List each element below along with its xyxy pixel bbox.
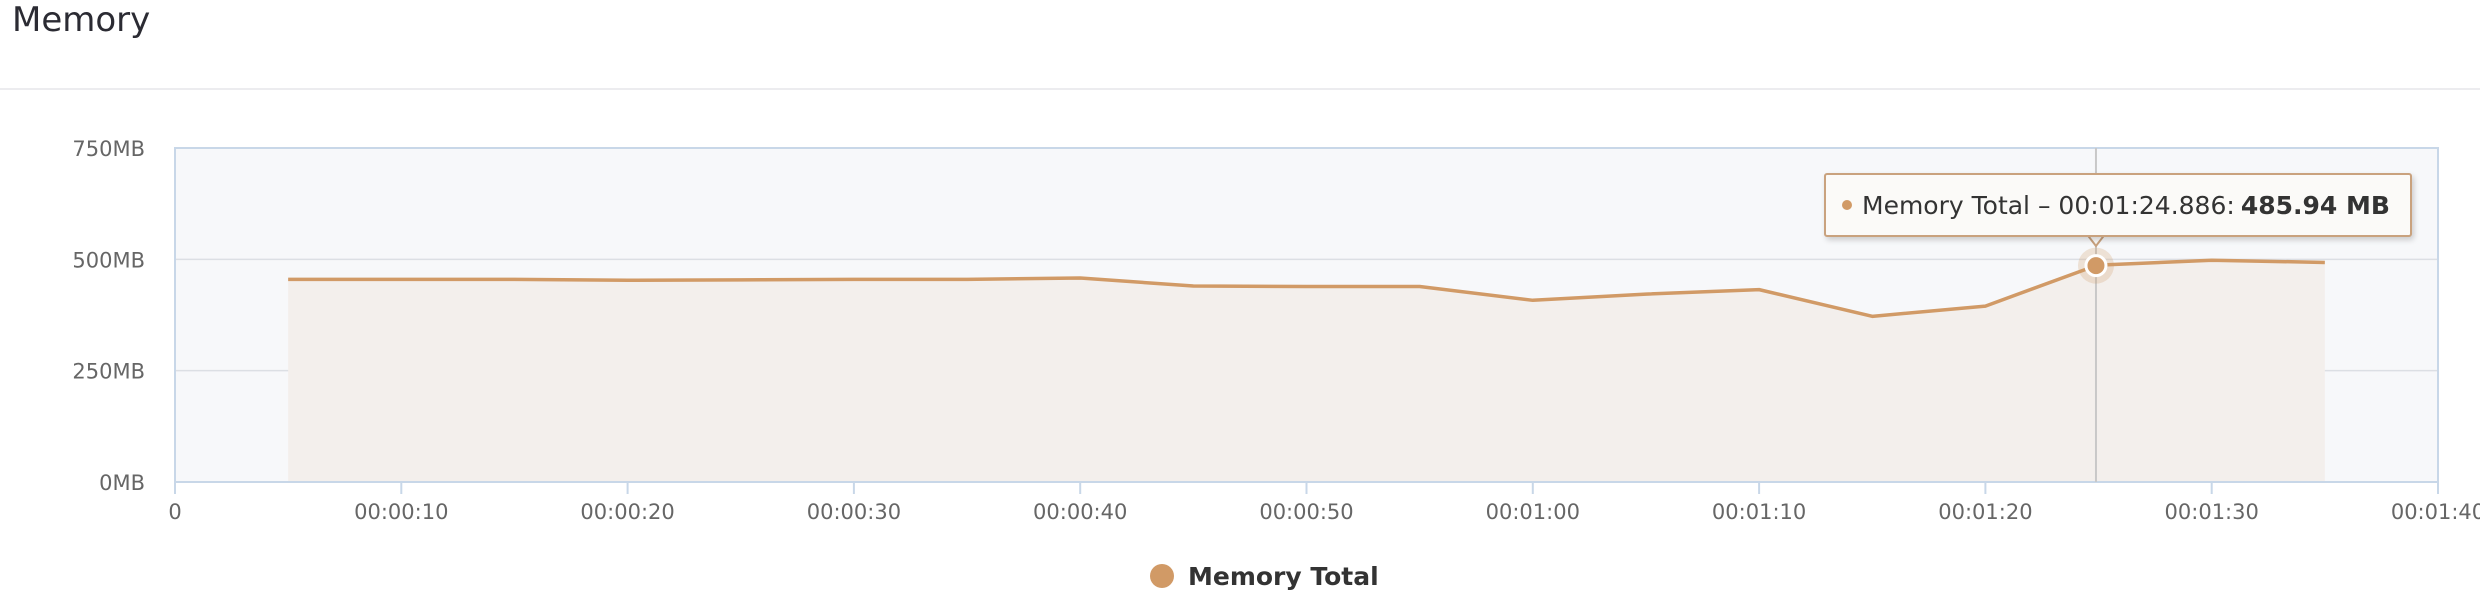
- tooltip-series-dot: [1842, 200, 1852, 210]
- series-line-memory-total: [288, 258, 2325, 319]
- x-tick-label: 00:00:10: [354, 500, 448, 524]
- legend-swatch-memory-total[interactable]: [1150, 564, 1174, 588]
- y-tick-label: 0MB: [99, 471, 145, 495]
- x-tick-label: 00:01:40: [2391, 500, 2480, 524]
- chart-tooltip: Memory Total – 00:01:24.886 : 485.94 MB: [1824, 173, 2412, 237]
- tooltip-value: 485.94 MB: [2240, 190, 2390, 220]
- x-tick-label: 0: [168, 500, 181, 524]
- x-tick-label: 00:00:20: [580, 500, 674, 524]
- tooltip-separator: –: [2030, 190, 2059, 220]
- x-tick-label: 00:00:40: [1033, 500, 1127, 524]
- y-tick-label: 750MB: [72, 137, 145, 161]
- x-tick-label: 00:01:00: [1486, 500, 1580, 524]
- y-tick-label: 500MB: [72, 248, 145, 272]
- highlight-point: [2084, 254, 2108, 278]
- panel-title: Memory: [12, 0, 151, 40]
- tooltip-time: 00:01:24.886: [2058, 190, 2227, 220]
- x-tick-label: 00:00:30: [807, 500, 901, 524]
- legend-label-memory-total[interactable]: Memory Total: [1188, 561, 1379, 591]
- x-tick-label: 00:00:50: [1259, 500, 1353, 524]
- x-tick-label: 00:01:30: [2165, 500, 2259, 524]
- chart-legend[interactable]: Memory Total: [1150, 558, 1379, 594]
- tooltip-colon: :: [2226, 190, 2235, 220]
- tooltip-series-name: Memory Total: [1862, 190, 2031, 220]
- header-divider: [0, 88, 2480, 90]
- series-area-memory-total: [288, 260, 2325, 482]
- y-tick-label: 250MB: [72, 360, 145, 384]
- x-tick-label: 00:01:20: [1938, 500, 2032, 524]
- x-tick-label: 00:01:10: [1712, 500, 1806, 524]
